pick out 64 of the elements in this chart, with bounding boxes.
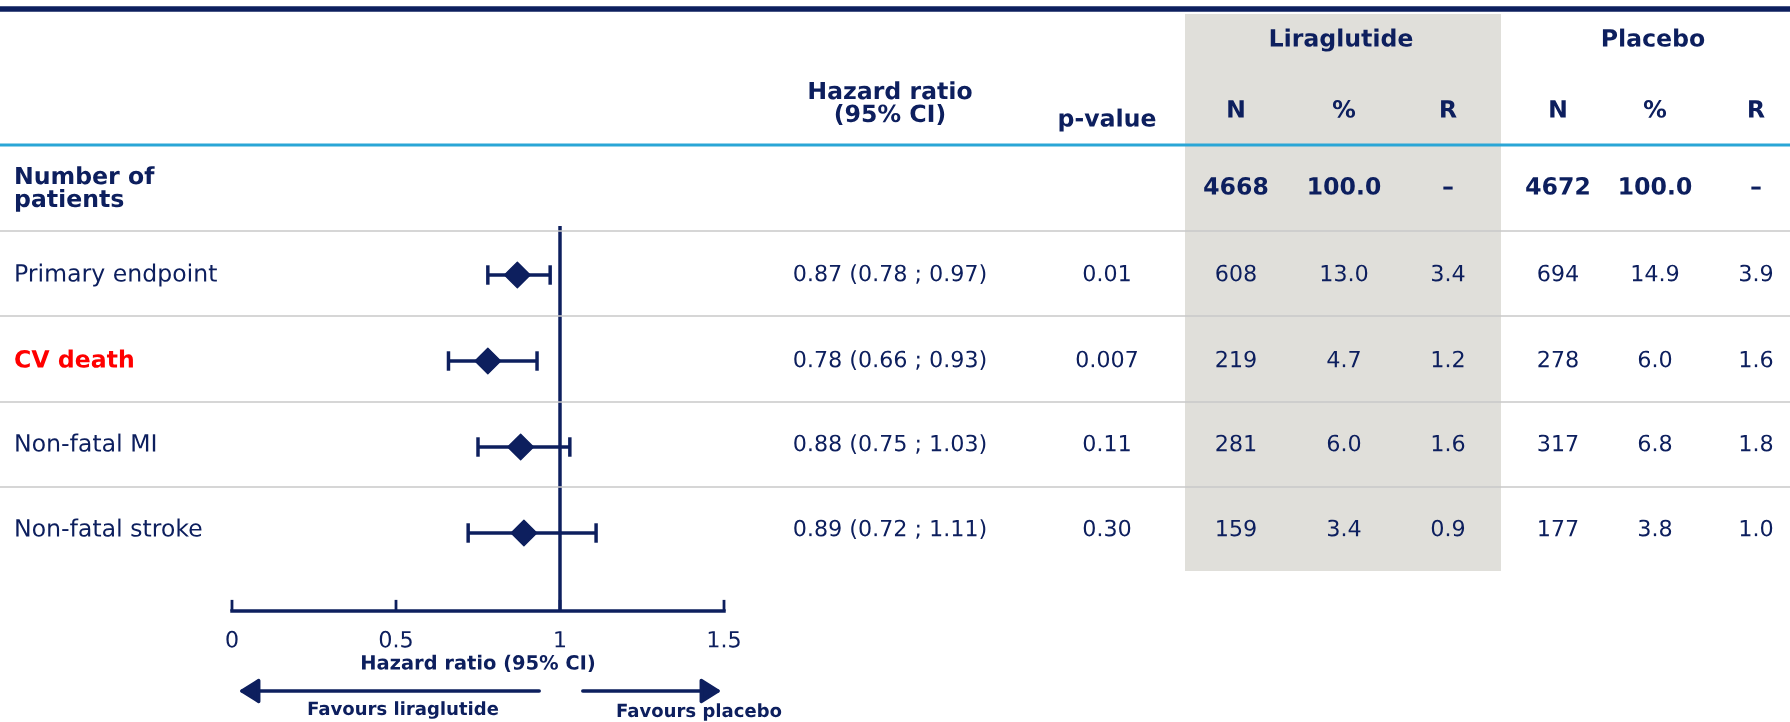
text: 4.7 bbox=[1327, 350, 1360, 368]
text: 1.2 bbox=[1432, 350, 1464, 368]
text: N bbox=[1228, 100, 1244, 118]
data-label: 0.88 (0.75 ; 1.03) bbox=[794, 434, 986, 455]
text: 0.11 bbox=[1083, 434, 1130, 452]
text: 100.0 bbox=[1309, 176, 1381, 195]
x-tick-label: 1 bbox=[555, 631, 566, 648]
text: 6.0 bbox=[1327, 434, 1361, 452]
text: – bbox=[1751, 186, 1761, 190]
text: 4672 bbox=[1526, 176, 1589, 195]
text: Placebo bbox=[1602, 28, 1705, 47]
text: Number of patients bbox=[15, 166, 155, 212]
text: Favours placebo bbox=[617, 703, 782, 721]
y-tick-label: CV death bbox=[15, 349, 133, 368]
text: 14.9 bbox=[1632, 264, 1679, 282]
text: 0.007 bbox=[1076, 350, 1137, 368]
text: – bbox=[1443, 186, 1453, 190]
text: Favours liraglutide bbox=[308, 701, 499, 719]
text: Liraglutide bbox=[1270, 28, 1413, 52]
x-tick-label: 0 bbox=[226, 630, 238, 648]
text: 1.6 bbox=[1740, 350, 1773, 368]
text: 694 bbox=[1538, 264, 1578, 282]
text: 278 bbox=[1538, 350, 1578, 368]
text: 0.9 bbox=[1431, 519, 1465, 537]
text: 219 bbox=[1216, 350, 1256, 368]
text: N bbox=[1550, 100, 1566, 118]
y-tick-label: Non-fatal MI bbox=[16, 433, 156, 452]
text: 0.30 bbox=[1083, 519, 1131, 537]
point bbox=[503, 261, 531, 289]
text: Hazard ratio (95% CI) bbox=[809, 81, 972, 126]
text: 177 bbox=[1539, 519, 1578, 537]
text: 1.6 bbox=[1432, 434, 1465, 452]
text: R bbox=[1749, 100, 1765, 118]
x-tick-label: 1.5 bbox=[708, 631, 740, 648]
text: R bbox=[1441, 100, 1457, 118]
data-label: 0.78 (0.66 ; 0.93) bbox=[794, 350, 986, 371]
text: p-value bbox=[1059, 108, 1156, 132]
text: 3.9 bbox=[1740, 264, 1773, 282]
point bbox=[474, 347, 502, 375]
x-axis-title: Hazard ratio (95% CI) bbox=[362, 654, 595, 673]
text: % bbox=[1332, 99, 1356, 118]
text: 1.0 bbox=[1740, 519, 1773, 537]
data-label: 0.89 (0.72 ; 1.11) bbox=[794, 519, 986, 540]
text: 3.8 bbox=[1639, 519, 1672, 537]
text: 0.01 bbox=[1083, 264, 1130, 282]
x-tick-label: 0.5 bbox=[379, 630, 412, 648]
point bbox=[507, 433, 535, 461]
text: 159 bbox=[1217, 519, 1256, 537]
text: 3.4 bbox=[1328, 519, 1361, 537]
text: 608 bbox=[1216, 264, 1256, 282]
text: 100.0 bbox=[1620, 176, 1692, 195]
text: 281 bbox=[1216, 434, 1256, 452]
text: 6.0 bbox=[1638, 350, 1672, 368]
text: 3.4 bbox=[1432, 264, 1465, 282]
text: % bbox=[1643, 99, 1667, 118]
y-tick-label: Non-fatal stroke bbox=[16, 518, 202, 537]
y-tick-label: Primary endpoint bbox=[16, 263, 217, 287]
text: 1.8 bbox=[1740, 434, 1773, 452]
text: 317 bbox=[1538, 434, 1578, 452]
text: 13.0 bbox=[1321, 264, 1368, 282]
text: 4668 bbox=[1204, 176, 1268, 195]
point bbox=[510, 519, 538, 547]
text: 6.8 bbox=[1638, 434, 1672, 452]
data-label: 0.87 (0.78 ; 0.97) bbox=[794, 264, 986, 285]
